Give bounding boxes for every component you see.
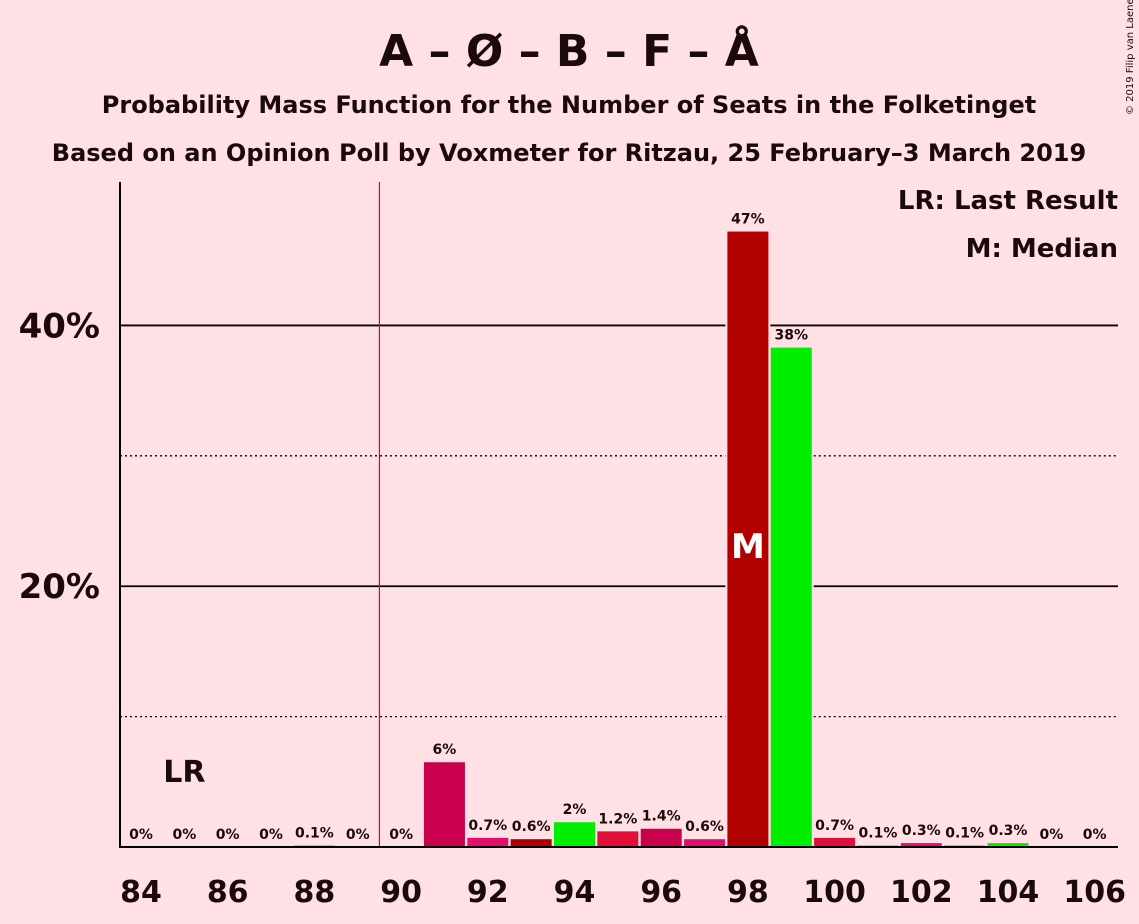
- chart-subtitle-source: Based on an Opinion Poll by Voxmeter for…: [52, 139, 1086, 167]
- data-label: 0%: [172, 827, 196, 843]
- x-tick-label: 90: [380, 875, 422, 910]
- data-label: 0.1%: [859, 826, 898, 842]
- x-axis-ticks: 84 86 88 90 92 94 96 98 100 102 104 106: [120, 875, 1126, 910]
- x-tick-label: 96: [640, 875, 682, 910]
- data-label: 0.1%: [295, 826, 334, 842]
- data-label: 0.3%: [902, 823, 941, 839]
- x-tick-label: 104: [977, 875, 1040, 910]
- bar: [597, 831, 639, 847]
- data-label: 0%: [389, 827, 413, 843]
- legend-last-result: LR: Last Result: [898, 186, 1118, 216]
- data-label: 0%: [129, 827, 153, 843]
- data-label: 0%: [259, 827, 283, 843]
- x-tick-label: 98: [727, 875, 769, 910]
- data-label: 6%: [433, 742, 457, 758]
- data-label: 0.3%: [989, 823, 1028, 839]
- y-axis-ticks: 20% 40%: [19, 306, 100, 607]
- x-tick-label: 92: [467, 875, 509, 910]
- last-result-marker: LR: [163, 755, 205, 790]
- data-label: 0%: [1039, 827, 1063, 843]
- x-tick-label: 94: [554, 875, 596, 910]
- data-label: 1.2%: [598, 811, 637, 827]
- median-marker: M: [731, 527, 765, 567]
- bar: [510, 839, 552, 847]
- data-label: 47%: [731, 212, 765, 228]
- bar: [900, 843, 942, 847]
- bars: [293, 231, 1029, 848]
- x-tick-label: 86: [207, 875, 249, 910]
- y-tick-label: 40%: [19, 306, 100, 346]
- bar: [467, 837, 509, 847]
- data-label: 0.7%: [815, 818, 854, 834]
- data-label: 0.7%: [468, 818, 507, 834]
- x-tick-label: 106: [1063, 875, 1126, 910]
- x-tick-label: 84: [120, 875, 162, 910]
- x-tick-label: 102: [890, 875, 953, 910]
- data-label: 0%: [1083, 827, 1107, 843]
- bar: [987, 843, 1029, 847]
- bar: [814, 837, 856, 847]
- y-tick-label: 20%: [19, 567, 100, 607]
- bar: [640, 828, 682, 847]
- bar: [770, 347, 812, 847]
- bar: [684, 839, 726, 847]
- chart-subtitle: Probability Mass Function for the Number…: [102, 91, 1036, 119]
- data-label: 0.6%: [512, 819, 551, 835]
- legend-median: M: Median: [966, 234, 1118, 264]
- bar: [423, 762, 465, 847]
- gridlines: [120, 324, 1118, 718]
- data-label: 0.6%: [685, 819, 724, 835]
- data-labels: 0% 0% 0% 0% 0.1% 0% 0%6%0.7% 0.6%2%1.2% 1.4%0.6%…: [129, 212, 1106, 843]
- x-tick-label: 100: [803, 875, 866, 910]
- x-tick-label: 88: [294, 875, 336, 910]
- data-label: 2%: [563, 802, 587, 818]
- bar: [727, 231, 769, 848]
- data-label: 0%: [216, 827, 240, 843]
- data-label: 38%: [774, 328, 808, 344]
- data-label: 0%: [346, 827, 370, 843]
- copyright-notice: © 2019 Filip van Laenen: [1125, 0, 1136, 115]
- chart-title: A – Ø – B – F – Å: [379, 24, 759, 77]
- bar: [554, 822, 595, 847]
- data-label: 1.4%: [642, 809, 681, 825]
- data-label: 0.1%: [945, 826, 984, 842]
